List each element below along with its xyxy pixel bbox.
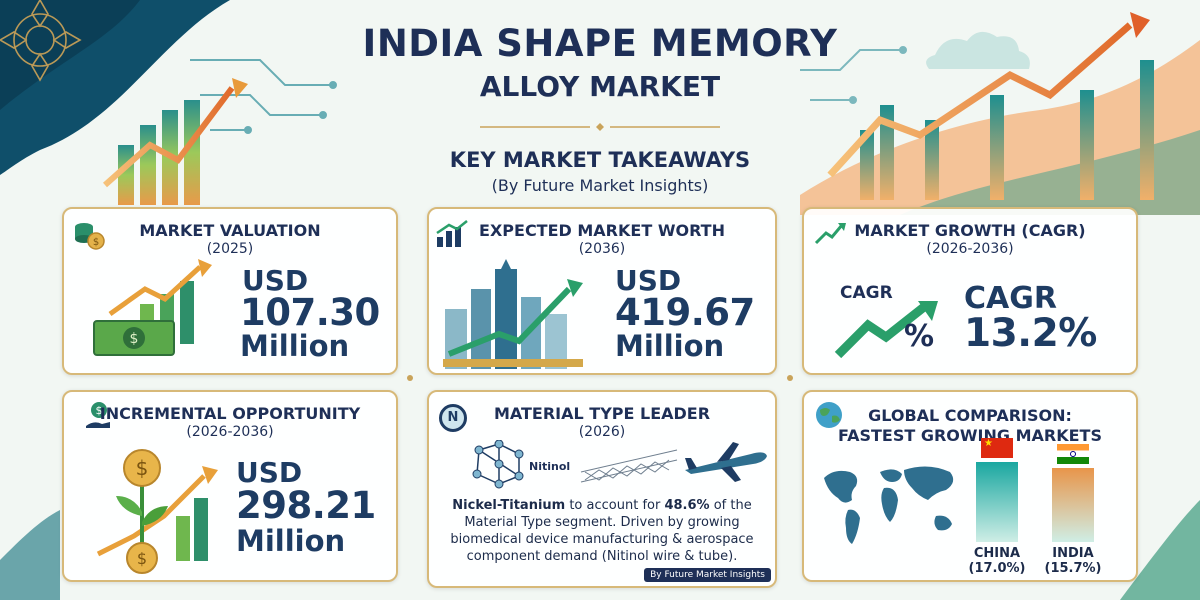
bar-india (1052, 468, 1094, 542)
bar-label-china: CHINA (17.0%) (962, 546, 1032, 576)
city-skyline-illustration (443, 259, 583, 369)
incremental-opportunity-currency: USD (236, 456, 303, 489)
stent-mesh-illustration (580, 449, 678, 483)
material-name: Nickel-Titanium (452, 498, 566, 513)
flag-china: ★ (981, 438, 1013, 458)
growth-bar-chart: ★ CHINA (17.0%) INDIA (15.7%) (804, 392, 1140, 584)
cagr-arrow-illustration (834, 301, 938, 359)
category-name: INDIA (1052, 546, 1094, 561)
expected-worth-value: 419.67 (615, 291, 755, 334)
money-hand-icon: $ (86, 402, 110, 428)
incremental-opportunity-value: 298.21 (236, 484, 376, 527)
coins-icon: $ (75, 223, 105, 250)
world-map-illustration (824, 466, 954, 544)
flag-india (1057, 444, 1089, 465)
incremental-opportunity-year: (2026-2036) (186, 424, 274, 440)
trend-arrow-icon (814, 223, 846, 245)
material-type-year: (2026) (578, 424, 626, 440)
airplane-illustration (685, 442, 767, 482)
source-tag: By Future Market Insights (644, 568, 771, 582)
expected-worth-currency: USD (615, 264, 682, 297)
material-share: 48.6% (664, 498, 710, 513)
cagr-title: MARKET GROWTH (CAGR) (854, 221, 1086, 240)
expected-worth-unit: Million (615, 329, 725, 363)
source-line: (By Future Market Insights) (491, 176, 709, 195)
market-growth-cagr-card: MARKET GROWTH (CAGR) (2026-2036) CAGR % … (802, 207, 1138, 375)
market-valuation-card: $ MARKET VALUATION (2025) $ USD 107.30 M… (62, 207, 398, 375)
nitinol-label: Nitinol (529, 460, 571, 473)
money-plant-illustration: $ $ (96, 449, 218, 574)
expected-worth-title: EXPECTED MARKET WORTH (479, 221, 725, 240)
title-divider (480, 123, 720, 131)
cagr-label: CAGR (964, 281, 1057, 316)
market-valuation-value: 107.30 (240, 291, 380, 334)
market-valuation-title: MARKET VALUATION (139, 221, 321, 240)
market-valuation-unit: Million (240, 329, 350, 363)
svg-text:$: $ (96, 404, 103, 417)
page-title-line2: ALLOY MARKET (479, 70, 721, 103)
key-takeaways-heading: KEY MARKET TAKEAWAYS (449, 148, 751, 172)
molecule-illustration (472, 440, 524, 489)
cagr-icon-label: CAGR (840, 283, 893, 303)
cagr-percent-sign: % (904, 319, 935, 354)
nitinol-badge-icon: N (439, 404, 467, 432)
incremental-opportunity-unit: Million (236, 524, 346, 558)
flag-chakra (1070, 451, 1076, 458)
cash-growth-illustration: $ (93, 259, 212, 356)
material-type-description: Nickel-Titanium to account for 48.6% of … (437, 497, 767, 565)
global-comparison-card: GLOBAL COMPARISON: FASTEST GROWING MARKE… (802, 390, 1138, 582)
market-valuation-year: (2025) (206, 241, 254, 257)
incremental-opportunity-title: INCREMENTAL OPPORTUNITY (99, 404, 361, 423)
category-value: (17.0%) (968, 561, 1026, 576)
page-title-line1: INDIA SHAPE MEMORY (362, 22, 838, 65)
global-comparison-title-line2: FASTEST GROWING MARKETS (838, 426, 1102, 445)
cagr-year: (2026-2036) (926, 241, 1014, 257)
material-type-title: MATERIAL TYPE LEADER (493, 404, 711, 423)
category-value: (15.7%) (1044, 561, 1102, 576)
globe-icon (816, 402, 842, 428)
svg-text:$: $ (93, 237, 99, 248)
growth-chart-icon (436, 220, 468, 247)
description-part2: of the Material Type segment. Driven by … (450, 498, 754, 564)
bar-china (976, 462, 1018, 542)
svg-text:$: $ (130, 331, 139, 347)
bar-label-india: INDIA (15.7%) (1038, 546, 1108, 576)
nitinol-badge-letter: N (447, 410, 459, 425)
description-part1: to account for (565, 498, 665, 513)
expected-worth-year: (2036) (578, 241, 626, 257)
incremental-opportunity-card: $ INCREMENTAL OPPORTUNITY (2026-2036) $ … (62, 390, 398, 582)
expected-market-worth-card: EXPECTED MARKET WORTH (2036) USD 419.67 … (427, 207, 777, 375)
category-name: CHINA (973, 546, 1021, 561)
market-valuation-currency: USD (242, 264, 309, 297)
svg-text:$: $ (137, 549, 147, 568)
cagr-value: 13.2% (964, 311, 1097, 356)
svg-text:$: $ (136, 456, 149, 480)
material-type-leader-card: N MATERIAL TYPE LEADER (2026) Nitinol Ni… (427, 390, 777, 588)
global-comparison-title-line1: GLOBAL COMPARISON: (868, 406, 1072, 425)
